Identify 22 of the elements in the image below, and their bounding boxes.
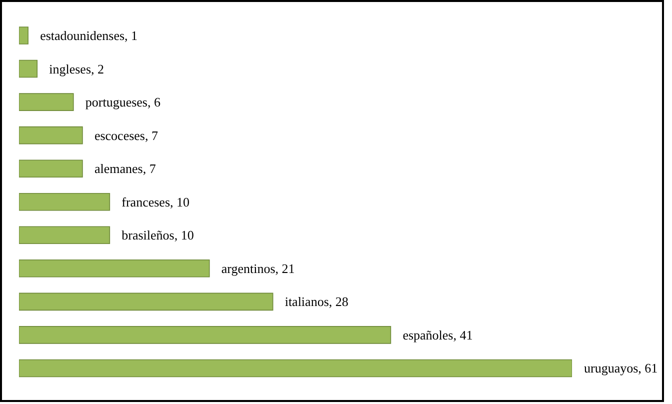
- bar: [19, 126, 83, 144]
- data-label: uruguayos, 61: [584, 360, 658, 376]
- data-label: ingleses, 2: [49, 61, 104, 76]
- data-label: portugueses, 6: [85, 94, 161, 110]
- bar: [19, 160, 83, 178]
- bar: [19, 93, 74, 111]
- bar: [19, 292, 274, 311]
- bar: [19, 26, 28, 44]
- data-label: escoceses, 7: [94, 128, 158, 143]
- bar: [19, 60, 38, 78]
- bar: [19, 192, 110, 211]
- bar: [19, 260, 210, 278]
- data-label: brasileños, 10: [122, 228, 194, 243]
- bar: [19, 326, 392, 344]
- data-label: italianos, 28: [284, 294, 348, 310]
- bar: [19, 226, 110, 244]
- data-label: argentinos, 21: [221, 260, 295, 276]
- data-label: franceses, 10: [122, 194, 190, 210]
- data-label: estadounidenses, 1: [40, 28, 138, 43]
- data-label: alemanes, 7: [94, 161, 156, 176]
- data-label: españoles, 41: [402, 327, 473, 342]
- bar: [19, 359, 572, 378]
